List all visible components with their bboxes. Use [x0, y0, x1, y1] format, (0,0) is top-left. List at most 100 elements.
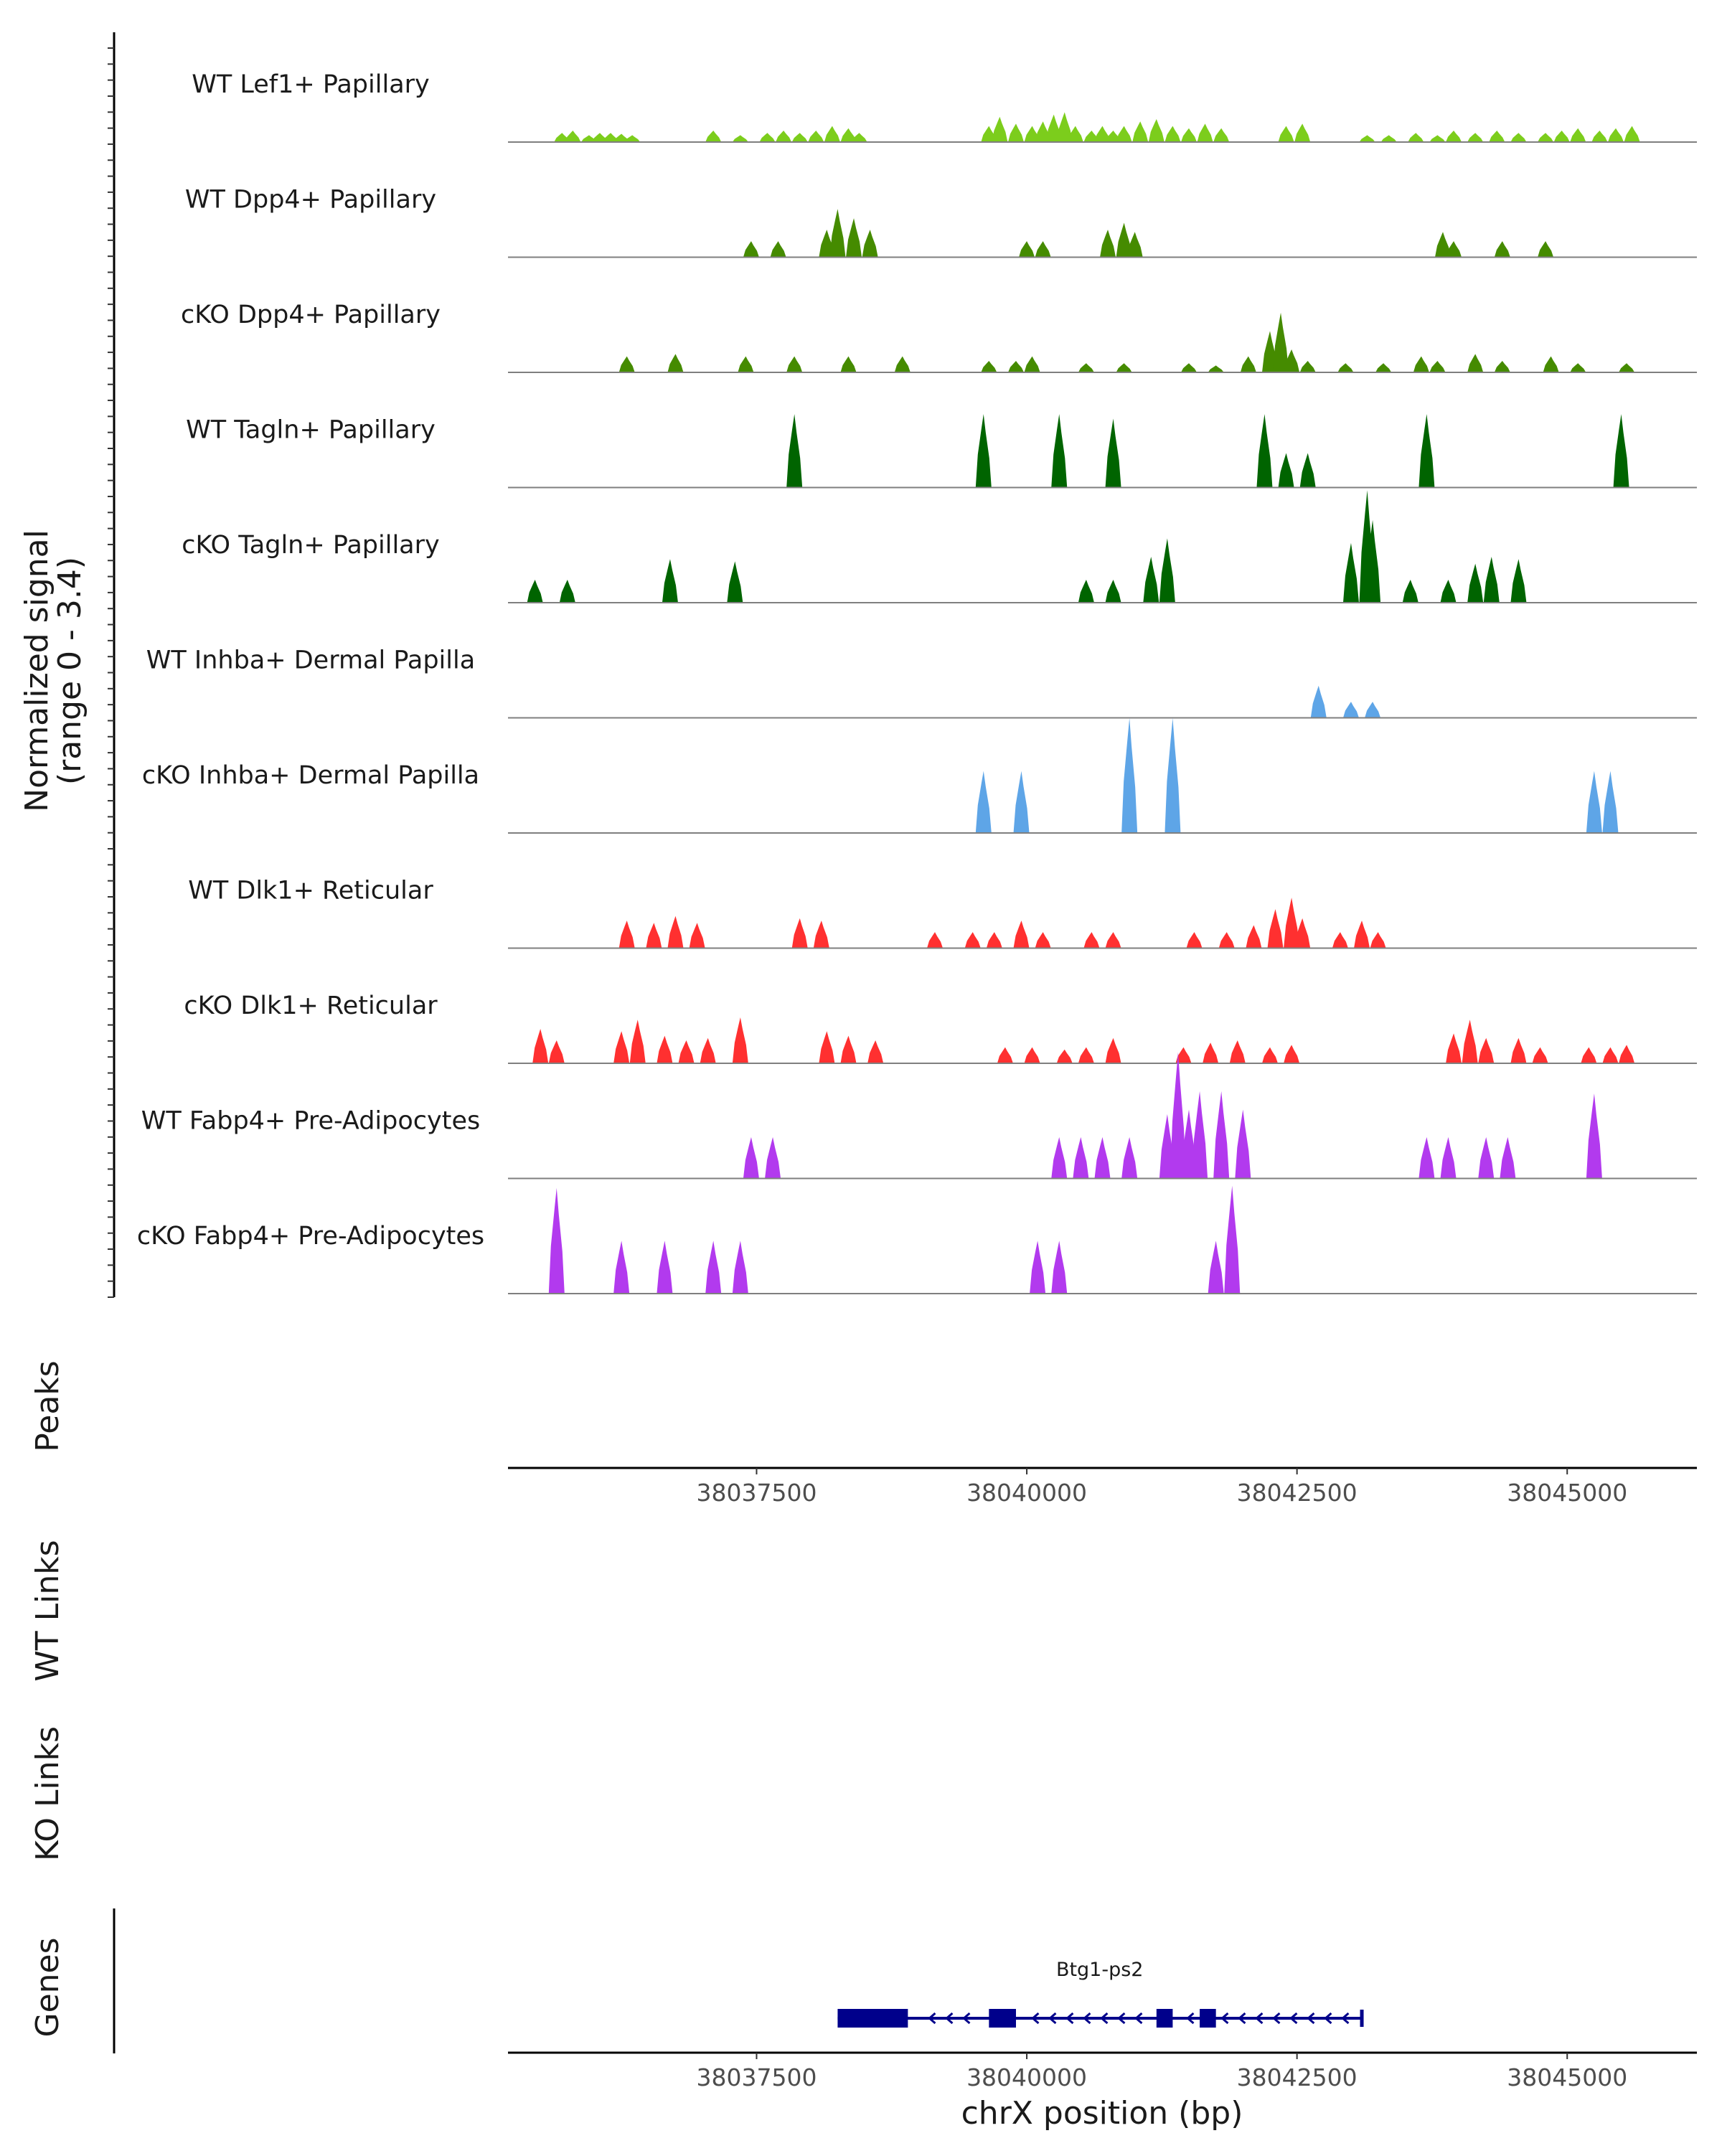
track-5: WT Inhba+ Dermal Papilla [146, 646, 1697, 719]
signal-peak [1462, 1020, 1478, 1063]
signal-peak [840, 128, 857, 142]
signal-peak [981, 361, 997, 372]
strand-arrow [1083, 2012, 1091, 2025]
y-axis-title-line1: Normalized signal [19, 529, 55, 812]
y-axis-title-line2: (range 0 - 3.4) [52, 557, 88, 785]
peaks-panel-label: Peaks [29, 1360, 66, 1451]
signal-peak [548, 1187, 565, 1294]
signal-peak [1446, 1033, 1462, 1063]
signal-peak [1051, 414, 1068, 488]
signal-peak [1429, 361, 1446, 372]
signal-peak [646, 923, 662, 948]
signal-peak [1019, 241, 1035, 258]
track-label: cKO Dpp4+ Papillary [181, 301, 441, 329]
signal-peak [1024, 1047, 1040, 1063]
signal-peak [1175, 1047, 1192, 1063]
signal-peak [1030, 1241, 1046, 1294]
gene-exon [1200, 2009, 1216, 2028]
signal-peak [1365, 519, 1381, 603]
signal-peak [1478, 1136, 1495, 1179]
signal-peak [1213, 1091, 1230, 1179]
signal-peak [1294, 123, 1311, 142]
signal-peak [1078, 1047, 1094, 1063]
signal-peak [1408, 133, 1424, 142]
genes-panel-label: Genes [29, 1937, 66, 2037]
signal-peak [765, 1136, 781, 1179]
signal-peak [1051, 1241, 1068, 1294]
signal-peak [565, 131, 581, 142]
gene-exon [837, 2009, 908, 2028]
signal-peak [657, 1241, 673, 1294]
signal-peak [662, 559, 678, 603]
signal-peak [986, 932, 1002, 948]
signal-peak [613, 133, 630, 142]
signal-peak [1413, 356, 1429, 372]
signal-peak [1332, 932, 1348, 948]
signal-peak [1165, 718, 1181, 833]
signal-peak [840, 356, 857, 372]
peaks-x-axis: 38037500 38040000 38042500 38045000 [508, 1467, 1697, 1507]
signal-peak [603, 133, 619, 142]
track-2: cKO Dpp4+ Papillary [181, 301, 1697, 373]
signal-peak [1418, 1136, 1435, 1179]
signal-peak [689, 923, 705, 948]
signal-peak [1570, 363, 1586, 372]
signal-peak [992, 116, 1008, 142]
genes-x-axis: 38037500 38040000 38042500 38045000 [508, 2051, 1697, 2091]
x-tick-label: 38042500 [1237, 2063, 1358, 2091]
signal-peak [1203, 1042, 1219, 1063]
ko-links-panel-label: KO Links [29, 1726, 66, 1861]
signal-peak [759, 133, 776, 142]
signal-peak [813, 921, 829, 948]
signal-peak [1056, 1049, 1073, 1063]
signal-peak [1007, 361, 1024, 372]
signal-peak [1035, 932, 1051, 948]
x-tick-label: 38037500 [696, 2063, 817, 2091]
signal-peak [1538, 241, 1554, 258]
signal-peak [808, 131, 824, 142]
signal-peak [1586, 1093, 1602, 1179]
signal-peak [1380, 135, 1397, 142]
track-label: cKO Tagln+ Papillary [182, 531, 440, 560]
signal-peak [1045, 114, 1062, 142]
track-4: cKO Tagln+ Papillary [182, 490, 1697, 603]
signal-peak [732, 1017, 748, 1063]
signal-peak [1067, 126, 1083, 142]
signal-peak [1105, 418, 1121, 488]
signal-peak [1083, 932, 1100, 948]
signal-peak [846, 218, 862, 258]
strand-arrow [1307, 2012, 1315, 2025]
signal-peak [548, 1040, 565, 1063]
track-10: cKO Fabp4+ Pre-Adipocytes [137, 1185, 1697, 1294]
signal-peak [667, 354, 684, 372]
y-axis-title: Normalized signal (range 0 - 3.4) [19, 529, 88, 812]
strand-arrow [1100, 2012, 1109, 2025]
signal-peak [1446, 131, 1462, 142]
signal-peak [964, 932, 981, 948]
signal-peak [1467, 354, 1484, 372]
signal-peak [1056, 112, 1073, 142]
track-0: WT Lef1+ Papillary [192, 70, 1697, 143]
signal-peak [1170, 1052, 1186, 1179]
strand-arrow [1324, 2012, 1332, 2025]
track-label: WT Fabp4+ Pre-Adipocytes [141, 1107, 480, 1136]
signal-peak [1121, 718, 1138, 833]
x-tick-label: 38042500 [1237, 1479, 1358, 1507]
signal-peak [1489, 131, 1505, 142]
signal-peak [1235, 1109, 1251, 1179]
signal-peak [618, 356, 635, 372]
signal-peak [1510, 1037, 1527, 1063]
gene-exon [989, 2009, 1016, 2028]
signal-peak [1278, 453, 1294, 488]
strand-arrow [1031, 2012, 1040, 2025]
signal-peak [894, 356, 911, 372]
signal-peak [1532, 1047, 1548, 1063]
signal-peak [1013, 771, 1030, 833]
signal-peak [1467, 133, 1484, 142]
signal-peak [1602, 771, 1619, 833]
signal-peak [705, 131, 722, 142]
signal-peak [1126, 232, 1143, 258]
strand-arrow [1272, 2012, 1281, 2025]
gene-name-label: Btg1-ps2 [1056, 1959, 1144, 1981]
